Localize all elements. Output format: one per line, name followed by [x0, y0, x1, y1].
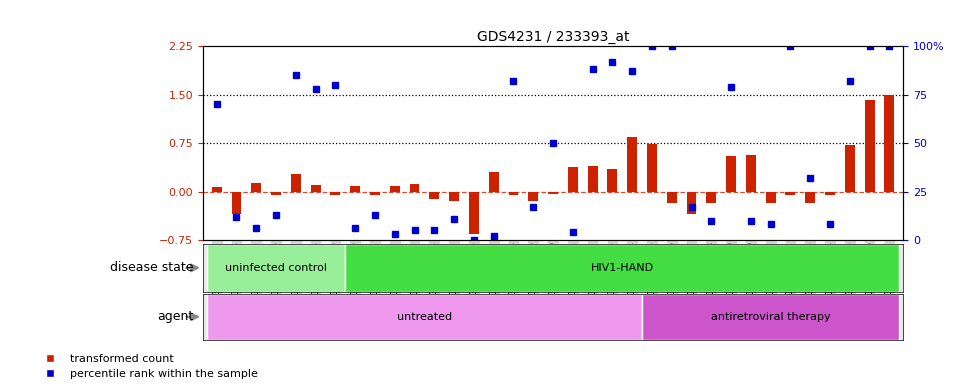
- Bar: [706, 192, 716, 203]
- Bar: [232, 192, 242, 214]
- Bar: [766, 192, 776, 203]
- Bar: [207, 244, 345, 292]
- Bar: [608, 169, 617, 192]
- Bar: [568, 167, 578, 192]
- Bar: [627, 137, 638, 192]
- Text: untreated: untreated: [397, 312, 452, 322]
- Bar: [726, 156, 736, 192]
- Bar: [212, 187, 221, 192]
- Text: HIV1-HAND: HIV1-HAND: [591, 263, 654, 273]
- Bar: [587, 166, 598, 192]
- Legend: transformed count, percentile rank within the sample: transformed count, percentile rank withi…: [35, 349, 263, 384]
- Bar: [845, 145, 855, 192]
- Bar: [785, 192, 795, 195]
- Text: uninfected control: uninfected control: [225, 263, 327, 273]
- Bar: [667, 192, 677, 203]
- Bar: [351, 186, 360, 192]
- Bar: [489, 172, 498, 192]
- Bar: [291, 174, 300, 192]
- Bar: [251, 183, 261, 192]
- Bar: [548, 192, 558, 194]
- Bar: [508, 192, 519, 195]
- Bar: [390, 186, 400, 192]
- Text: disease state: disease state: [110, 262, 193, 274]
- Bar: [449, 192, 459, 201]
- Bar: [647, 144, 657, 192]
- Bar: [642, 294, 899, 340]
- Bar: [806, 192, 815, 203]
- Bar: [469, 192, 479, 233]
- Bar: [345, 244, 899, 292]
- Bar: [311, 185, 321, 192]
- Bar: [885, 94, 895, 192]
- Bar: [330, 192, 340, 195]
- Text: antiretroviral therapy: antiretroviral therapy: [711, 312, 831, 322]
- Bar: [410, 184, 419, 192]
- Bar: [370, 192, 380, 195]
- Bar: [746, 155, 755, 192]
- Bar: [865, 100, 874, 192]
- Bar: [825, 192, 835, 195]
- Bar: [429, 192, 440, 199]
- Bar: [271, 192, 281, 195]
- Title: GDS4231 / 233393_at: GDS4231 / 233393_at: [477, 30, 629, 44]
- Text: agent: agent: [156, 310, 193, 323]
- Bar: [528, 192, 538, 200]
- Bar: [207, 294, 642, 340]
- Bar: [687, 192, 696, 214]
